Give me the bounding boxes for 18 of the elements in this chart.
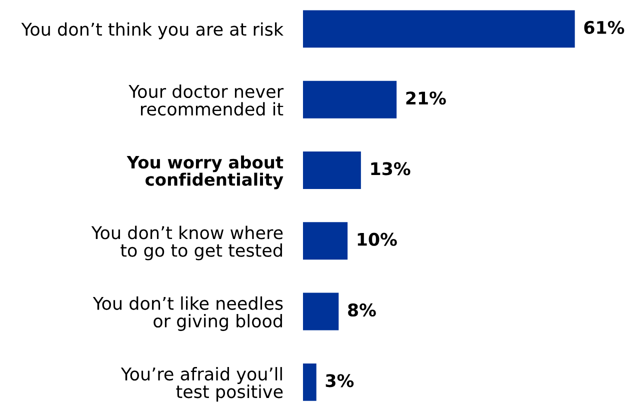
data-label: 21% — [406, 92, 446, 105]
bar — [303, 363, 316, 401]
y-tick-label: You don’t like needles or giving blood — [92, 296, 283, 331]
bar — [303, 80, 397, 118]
bar — [303, 222, 348, 260]
y-tick-label: You don’t know where to go to get tested — [91, 226, 283, 260]
y-tick-label: Your doctor never recommended it — [128, 84, 284, 116]
data-label: 3% — [326, 374, 354, 388]
data-label: 61% — [584, 20, 624, 34]
bar — [303, 292, 339, 330]
y-tick-label: You worry about confidentiality — [126, 156, 284, 190]
y-tick-label: You’re afraid you’ll test positive — [120, 367, 283, 402]
data-label: 10% — [358, 232, 397, 246]
data-label: 8% — [348, 303, 376, 317]
data-label: 13% — [371, 162, 410, 176]
bar — [303, 152, 361, 189]
y-tick-label: You don’t think you are at risk — [21, 22, 284, 40]
bar — [303, 10, 575, 48]
